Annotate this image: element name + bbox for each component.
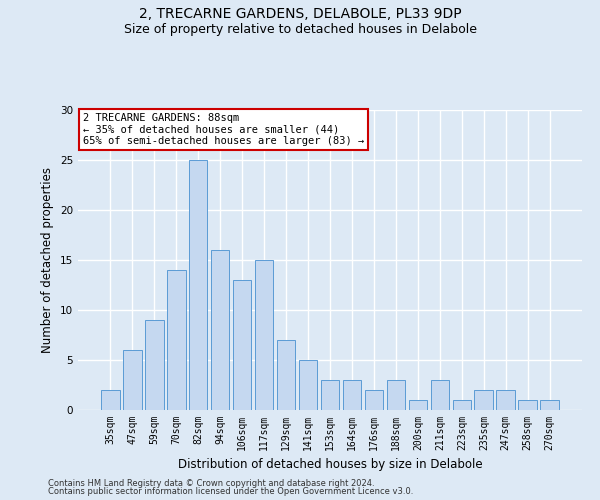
Bar (145, 320, 164, 410)
Text: Contains HM Land Registry data © Crown copyright and database right 2024.: Contains HM Land Registry data © Crown c… (48, 478, 374, 488)
Bar (320, 380, 340, 410)
Bar (386, 380, 405, 410)
Bar (496, 390, 515, 410)
Bar (541, 400, 559, 410)
Text: 2, TRECARNE GARDENS, DELABOLE, PL33 9DP: 2, TRECARNE GARDENS, DELABOLE, PL33 9DP (139, 8, 461, 22)
Text: 2 TRECARNE GARDENS: 88sqm
← 35% of detached houses are smaller (44)
65% of semi-: 2 TRECARNE GARDENS: 88sqm ← 35% of detac… (83, 113, 364, 146)
Bar (452, 400, 471, 410)
Bar (475, 390, 493, 410)
Bar (189, 160, 208, 410)
Bar (299, 360, 317, 410)
Bar (255, 260, 274, 410)
Text: Size of property relative to detached houses in Delabole: Size of property relative to detached ho… (124, 22, 476, 36)
Bar (277, 340, 295, 410)
Text: Contains public sector information licensed under the Open Government Licence v3: Contains public sector information licen… (48, 487, 413, 496)
Bar (211, 250, 229, 410)
Bar (343, 380, 361, 410)
Bar (123, 350, 142, 410)
Bar (409, 400, 427, 410)
Bar (518, 400, 537, 410)
Bar (431, 380, 449, 410)
Bar (167, 270, 185, 410)
Bar (233, 280, 251, 410)
Bar (365, 390, 383, 410)
X-axis label: Distribution of detached houses by size in Delabole: Distribution of detached houses by size … (178, 458, 482, 471)
Bar (101, 390, 119, 410)
Y-axis label: Number of detached properties: Number of detached properties (41, 167, 55, 353)
